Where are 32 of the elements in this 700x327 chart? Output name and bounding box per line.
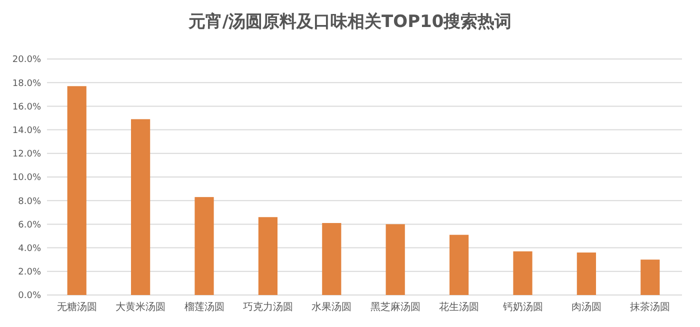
x-tick-label: 榴莲汤圆: [184, 301, 224, 313]
x-tick-label: 水果汤圆: [312, 301, 352, 313]
x-tick-label: 无糖汤圆: [56, 301, 97, 313]
y-tick-label: 18.0%: [12, 78, 42, 89]
y-tick-label: 14.0%: [12, 126, 42, 136]
bar: [386, 224, 405, 295]
bar: [194, 197, 214, 295]
y-tick-label: 20.0%: [12, 55, 42, 66]
x-tick-label: 花生汤圆: [439, 301, 480, 313]
y-tick-label: 2.0%: [18, 268, 42, 278]
x-tick-label: 肉汤圆: [571, 301, 602, 313]
bar: [67, 86, 86, 295]
y-tick-label: 10.0%: [12, 173, 42, 184]
x-tick-label: 巧克力汤圆: [242, 301, 293, 313]
bar: [576, 252, 596, 295]
bar: [640, 260, 660, 295]
bar: [513, 251, 532, 295]
x-tick-label: 钙奶汤圆: [502, 301, 543, 313]
y-tick-label: 4.0%: [18, 244, 42, 254]
y-tick-label: 12.0%: [12, 150, 42, 160]
y-tick-label: 6.0%: [18, 220, 42, 230]
bar: [322, 223, 342, 295]
y-tick-label: 0.0%: [18, 291, 42, 302]
bar: [258, 217, 278, 295]
y-tick-label: 8.0%: [18, 196, 42, 207]
x-tick-label: 大黄米汤圆: [116, 301, 166, 313]
bar: [449, 234, 469, 295]
x-tick-label: 黑芝麻汤圆: [370, 301, 420, 313]
y-tick-label: 16.0%: [12, 102, 42, 112]
bar: [130, 119, 150, 295]
x-tick-label: 抹茶汤圆: [630, 301, 670, 313]
chart-title: 元宵/汤圆原料及口味相关TOP10搜索热词: [187, 12, 512, 32]
